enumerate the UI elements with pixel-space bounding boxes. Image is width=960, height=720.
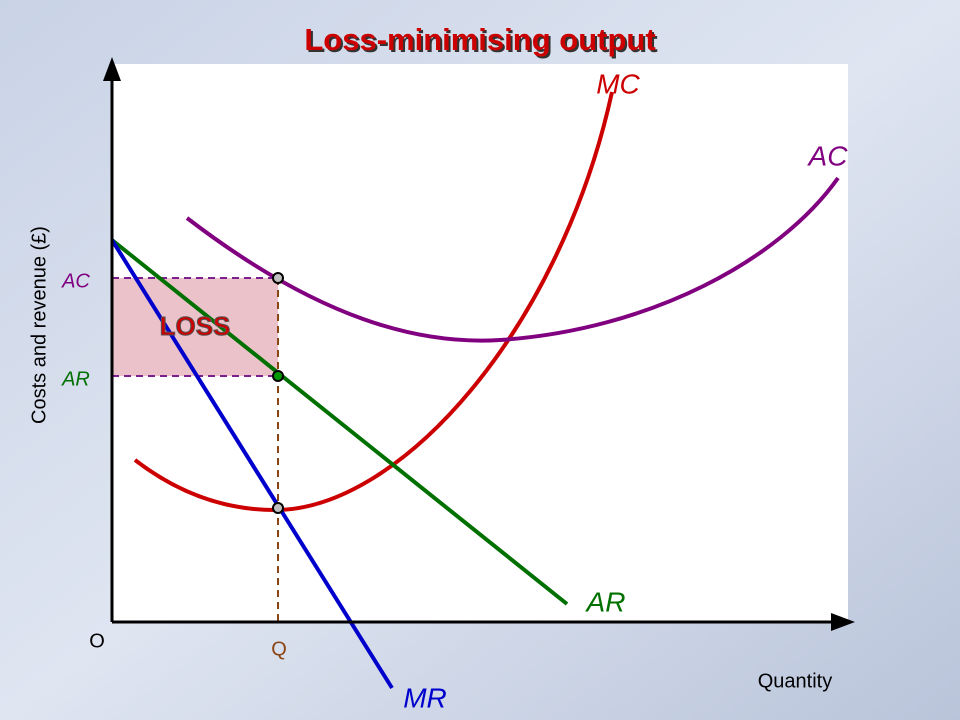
mr-line bbox=[110, 238, 394, 690]
mc-label: MC bbox=[596, 68, 640, 99]
ac-label: AC bbox=[807, 140, 849, 171]
q-label: Q bbox=[271, 638, 287, 660]
x-axis-label: Quantity bbox=[758, 670, 832, 692]
point bbox=[272, 272, 284, 284]
ac-curve bbox=[185, 176, 840, 343]
y-axis-label: Costs and revenue (£) bbox=[28, 226, 50, 424]
ac-level-label: AC bbox=[61, 270, 90, 292]
ar-label: AR bbox=[585, 586, 626, 617]
point bbox=[272, 370, 284, 382]
ar-line bbox=[110, 238, 569, 606]
mr-label: MR bbox=[403, 682, 447, 713]
title: Loss-minimising output bbox=[304, 22, 655, 57]
ar-level-label: AR bbox=[61, 368, 90, 390]
point bbox=[272, 502, 284, 514]
origin-label: O bbox=[89, 630, 105, 652]
title-shadow: Loss-minimising output bbox=[306, 24, 657, 59]
loss-area bbox=[112, 278, 278, 376]
loss-label: LOSS bbox=[160, 311, 231, 341]
mc-curve bbox=[133, 91, 614, 513]
